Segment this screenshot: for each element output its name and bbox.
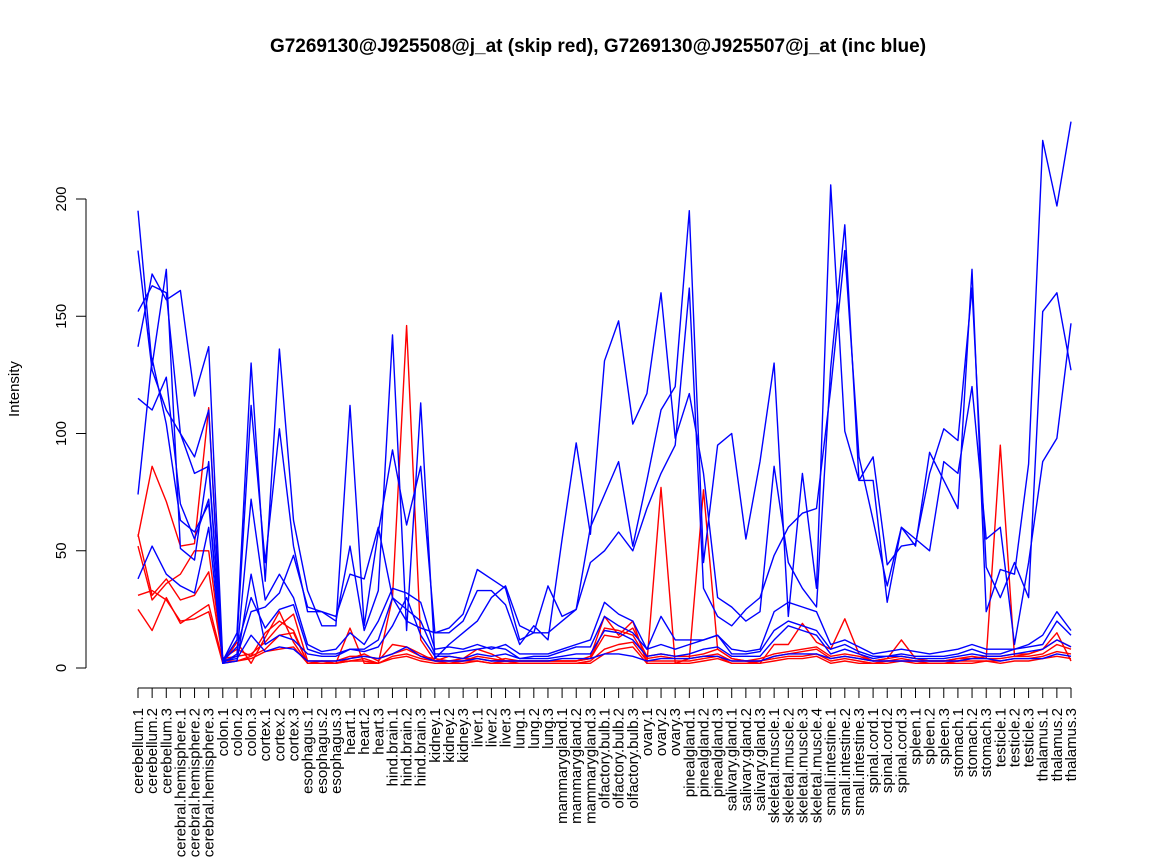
- x-tick-label: ovary.2: [653, 708, 670, 756]
- series-layer: [137, 121, 1072, 664]
- x-tick-label: cortex.3: [286, 708, 303, 761]
- x-tick-label: small.intestine.2: [837, 708, 854, 816]
- series-line-inc-7: [137, 376, 1072, 662]
- x-tick-label: olfactory.bulb.2: [611, 708, 628, 809]
- series-line-skip-4: [137, 545, 1072, 664]
- x-tick-label: lung.3: [540, 708, 557, 749]
- x-tick-label: lung.1: [512, 708, 529, 749]
- x-tick-label: skeletal.muscle.1: [766, 708, 783, 823]
- x-tick-label: pinealgland.1: [681, 708, 698, 797]
- x-tick-label: mammarygland.3: [582, 708, 599, 824]
- y-axis: 0 50 100 150 200: [53, 186, 87, 672]
- series-line-inc-5: [137, 526, 1072, 664]
- x-tick-label: skeletal.muscle.3: [794, 708, 811, 823]
- x-tick-label: ovary.1: [639, 708, 656, 756]
- x-tick-label: liver.1: [469, 708, 486, 747]
- x-tick-label: cortex.2: [271, 708, 288, 761]
- series-line-inc-4: [137, 285, 1072, 664]
- y-tick-label: 200: [53, 186, 70, 211]
- x-tick-label: hind.brain.3: [413, 708, 430, 786]
- y-tick-label: 50: [53, 542, 70, 559]
- x-tick-label: kidney.1: [427, 708, 444, 763]
- y-axis-label: Intensity: [6, 361, 23, 417]
- x-tick-label: colon.3: [243, 708, 260, 756]
- x-tick-label: small.intestine.3: [851, 708, 868, 816]
- x-tick-label: spinal.cord.3: [893, 708, 910, 793]
- x-tick-label: esophagus.1: [300, 708, 317, 794]
- series-line-skip-1: [137, 534, 1072, 662]
- x-tick-label: heart.2: [356, 708, 373, 755]
- x-tick-label: ovary.3: [667, 708, 684, 756]
- x-tick-label: thalamus.3: [1063, 708, 1080, 781]
- x-tick-label: salivary.gland.1: [724, 708, 741, 811]
- x-tick-label: cerebellum.1: [130, 708, 147, 794]
- x-tick-label: stomach.1: [950, 708, 967, 777]
- x-tick-label: colon.1: [215, 708, 232, 756]
- series-line-inc-2: [137, 121, 1072, 662]
- x-axis: cerebellum.1cerebellum.2cerebellum.3cere…: [130, 687, 1080, 857]
- series-line-inc-6: [137, 357, 1072, 662]
- x-tick-label: cortex.1: [257, 708, 274, 761]
- x-tick-label: skeletal.muscle.2: [780, 708, 797, 823]
- x-tick-label: spinal.cord.1: [865, 708, 882, 793]
- series-line-inc-3: [137, 224, 1072, 662]
- x-tick-label: stomach.2: [964, 708, 981, 777]
- x-tick-label: colon.2: [229, 708, 246, 756]
- x-tick-label: olfactory.bulb.3: [625, 708, 642, 809]
- x-tick-label: skeletal.muscle.4: [809, 708, 826, 823]
- x-tick-label: salivary.gland.2: [738, 708, 755, 811]
- x-tick-label: liver.3: [498, 708, 515, 747]
- chart-title: G7269130@J925508@j_at (skip red), G72691…: [270, 36, 926, 57]
- x-tick-label: pinealgland.3: [710, 708, 727, 797]
- x-tick-label: thalamus.2: [1049, 708, 1066, 781]
- x-tick-label: spinal.cord.2: [879, 708, 896, 793]
- x-tick-label: pinealgland.2: [695, 708, 712, 797]
- x-tick-label: kidney.2: [441, 708, 458, 763]
- x-tick-label: cerebral.hemisphere.3: [201, 708, 218, 857]
- x-tick-label: heart.3: [370, 708, 387, 755]
- x-tick-label: cerebellum.3: [158, 708, 175, 794]
- x-tick-label: stomach.3: [978, 708, 995, 777]
- x-tick-label: hind.brain.1: [384, 708, 401, 786]
- x-tick-label: cerebral.hemisphere.2: [187, 708, 204, 857]
- x-tick-label: cerebral.hemisphere.1: [172, 708, 189, 857]
- y-tick-label: 150: [53, 304, 70, 329]
- x-tick-label: heart.1: [342, 708, 359, 755]
- x-tick-label: spleen.1: [908, 708, 925, 765]
- x-tick-label: kidney.3: [455, 708, 472, 763]
- x-tick-label: lung.2: [526, 708, 543, 749]
- x-tick-label: testicle.1: [992, 708, 1009, 767]
- x-tick-label: hind.brain.2: [399, 708, 416, 786]
- x-tick-label: mammarygland.2: [568, 708, 585, 824]
- x-tick-label: testicle.3: [1021, 708, 1038, 767]
- x-tick-label: cerebellum.2: [144, 708, 161, 794]
- x-tick-label: mammarygland.1: [554, 708, 571, 824]
- series-line-inc-1: [137, 210, 1072, 662]
- x-tick-label: olfactory.bulb.1: [597, 708, 614, 809]
- y-tick-label: 100: [53, 421, 70, 446]
- x-tick-label: esophagus.3: [328, 708, 345, 794]
- x-tick-label: thalamus.1: [1035, 708, 1052, 781]
- x-tick-label: esophagus.2: [314, 708, 331, 794]
- y-tick-label: 0: [53, 664, 70, 672]
- x-tick-label: small.intestine.1: [823, 708, 840, 816]
- x-tick-label: salivary.gland.3: [752, 708, 769, 811]
- x-tick-label: liver.2: [483, 708, 500, 747]
- x-tick-label: spleen.2: [922, 708, 939, 765]
- x-tick-label: spleen.3: [936, 708, 953, 765]
- x-tick-label: testicle.2: [1006, 708, 1023, 767]
